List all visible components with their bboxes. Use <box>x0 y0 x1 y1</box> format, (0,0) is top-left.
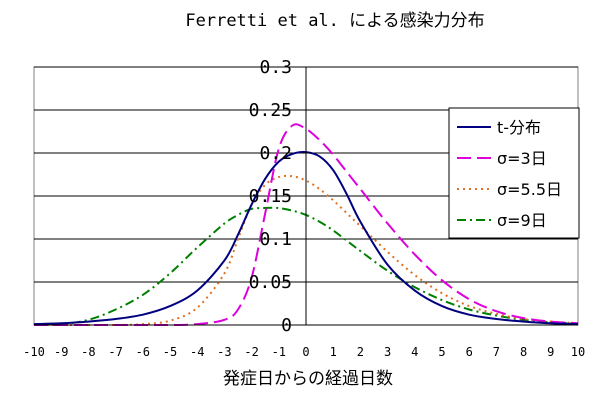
x-tick-label: 2 <box>357 345 364 359</box>
x-tick-label: 5 <box>438 345 445 359</box>
tick-labels: 00.050.10.150.20.250.3-10 -9 -8 -7 -6 -5 -4 -3-… <box>23 57 585 359</box>
x-tick-label: 6 <box>466 345 473 359</box>
y-tick-label: 0.2 <box>259 143 292 164</box>
y-tick-label: 0.05 <box>249 272 292 293</box>
legend-label: t-分布 <box>497 118 541 137</box>
legend-label: σ=5.5日 <box>497 180 562 199</box>
y-tick-label: 0.3 <box>259 57 292 78</box>
x-tick-label: 7 <box>493 345 500 359</box>
x-tick-label: -9 <box>54 345 68 359</box>
axes <box>34 66 578 326</box>
legend: t-分布 σ=3日 σ=5.5日 σ=9日 <box>448 107 580 239</box>
x-tick-label: -4 <box>190 345 204 359</box>
x-tick-label: 1 <box>330 345 337 359</box>
x-tick-label: -5 <box>163 345 177 359</box>
x-tick-label: 8 <box>520 345 527 359</box>
x-tick-label: -7 <box>108 345 122 359</box>
series-line-4 <box>33 206 579 326</box>
x-tick-label: -2 <box>244 345 258 359</box>
y-tick-label: 0 <box>281 315 292 336</box>
x-tick-label: 9 <box>547 345 554 359</box>
y-tick-label: 0.25 <box>249 100 292 121</box>
x-tick-label: -3 <box>217 345 231 359</box>
series-line-1 <box>33 150 579 326</box>
x-axis-label: 発症日からの経過日数 <box>223 369 393 389</box>
y-tick-label: 0.1 <box>259 229 292 250</box>
legend-box <box>448 107 580 239</box>
x-tick-label: -6 <box>136 345 150 359</box>
x-tick-label: 3 <box>384 345 391 359</box>
x-tick-label: 10 <box>571 345 585 359</box>
x-tick-label: -8 <box>81 345 95 359</box>
x-tick-label: 4 <box>411 345 418 359</box>
x-tick-label: -10 <box>23 345 45 359</box>
chart-title: Ferretti et al. による感染力分布 <box>185 11 484 31</box>
x-tick-label: -1 <box>272 345 286 359</box>
y-tick-label: 0.15 <box>249 186 292 207</box>
x-tick-label: 0 <box>302 345 309 359</box>
legend-label: σ=3日 <box>497 149 547 168</box>
legend-label: σ=9日 <box>497 211 547 230</box>
